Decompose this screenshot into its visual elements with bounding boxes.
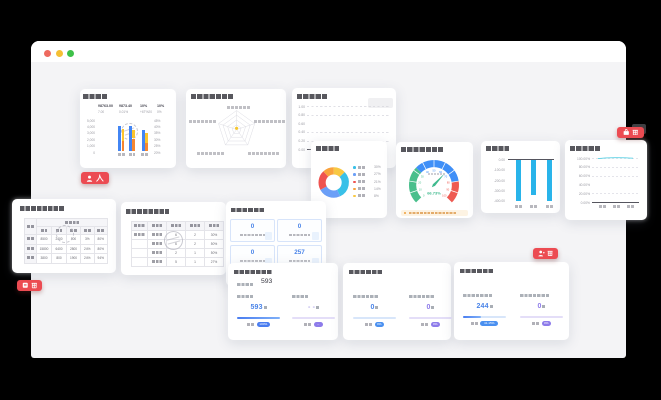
svg-text:60: 60 (439, 170, 442, 174)
svg-text:90: 90 (446, 188, 449, 192)
svg-text:50: 50 (433, 169, 436, 173)
svg-text:40: 40 (426, 170, 429, 174)
svg-text:66.73%: 66.73% (427, 191, 441, 196)
svg-text:10: 10 (419, 188, 422, 192)
svg-text:100: 100 (442, 193, 447, 197)
svg-text:80: 80 (447, 181, 450, 185)
svg-text:30: 30 (421, 175, 424, 179)
svg-text:70: 70 (444, 175, 447, 179)
svg-text:0: 0 (423, 193, 425, 197)
svg-text:20: 20 (418, 181, 421, 185)
